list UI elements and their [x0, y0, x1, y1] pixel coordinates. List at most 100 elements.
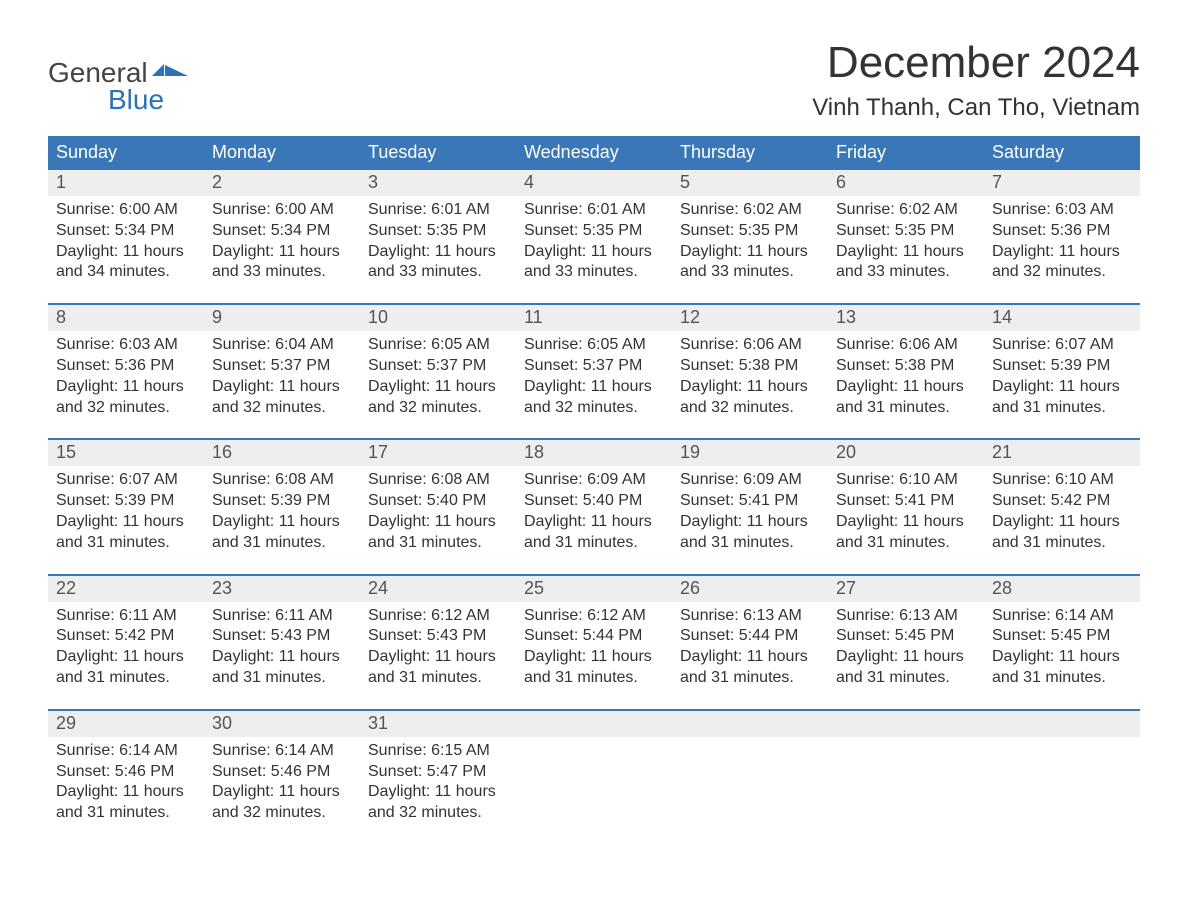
sunrise-text: Sunrise: 6:07 AM: [56, 470, 196, 491]
daylight-text: Daylight: 11 hours and 32 minutes.: [524, 377, 664, 419]
daylight-text: Daylight: 11 hours and 31 minutes.: [836, 512, 976, 554]
day-cell: Sunrise: 6:01 AMSunset: 5:35 PMDaylight:…: [516, 196, 672, 285]
sunset-text: Sunset: 5:46 PM: [56, 762, 196, 783]
daylight-text: Daylight: 11 hours and 31 minutes.: [992, 512, 1132, 554]
sunset-text: Sunset: 5:39 PM: [56, 491, 196, 512]
day-number: 7: [984, 170, 1140, 196]
day-number: 3: [360, 170, 516, 196]
sunset-text: Sunset: 5:45 PM: [992, 626, 1132, 647]
day-number: 24: [360, 576, 516, 602]
day-number: 2: [204, 170, 360, 196]
sunset-text: Sunset: 5:34 PM: [212, 221, 352, 242]
logo-word2: Blue: [48, 85, 164, 114]
daylight-text: Daylight: 11 hours and 31 minutes.: [56, 647, 196, 689]
daylight-text: Daylight: 11 hours and 33 minutes.: [524, 242, 664, 284]
day-cell: Sunrise: 6:14 AMSunset: 5:46 PMDaylight:…: [48, 737, 204, 826]
calendar: SundayMondayTuesdayWednesdayThursdayFrid…: [48, 136, 1140, 826]
week-separator: [48, 691, 1140, 709]
location: Vinh Thanh, Can Tho, Vietnam: [812, 94, 1140, 122]
day-number: 23: [204, 576, 360, 602]
day-cell: Sunrise: 6:11 AMSunset: 5:43 PMDaylight:…: [204, 602, 360, 691]
sunrise-text: Sunrise: 6:11 AM: [56, 606, 196, 627]
day-cell: [516, 737, 672, 826]
sunrise-text: Sunrise: 6:08 AM: [212, 470, 352, 491]
logo-flag-icon: [152, 58, 188, 87]
sunset-text: Sunset: 5:37 PM: [212, 356, 352, 377]
day-header: Thursday: [672, 136, 828, 170]
day-cell: Sunrise: 6:13 AMSunset: 5:45 PMDaylight:…: [828, 602, 984, 691]
day-cell: Sunrise: 6:14 AMSunset: 5:46 PMDaylight:…: [204, 737, 360, 826]
day-cell: Sunrise: 6:06 AMSunset: 5:38 PMDaylight:…: [672, 331, 828, 420]
week-separator: [48, 285, 1140, 303]
day-cell: Sunrise: 6:13 AMSunset: 5:44 PMDaylight:…: [672, 602, 828, 691]
content-row: Sunrise: 6:00 AMSunset: 5:34 PMDaylight:…: [48, 196, 1140, 285]
day-cell: Sunrise: 6:09 AMSunset: 5:41 PMDaylight:…: [672, 466, 828, 555]
week: 22232425262728Sunrise: 6:11 AMSunset: 5:…: [48, 574, 1140, 691]
day-number: 1: [48, 170, 204, 196]
daylight-text: Daylight: 11 hours and 31 minutes.: [992, 647, 1132, 689]
sunrise-text: Sunrise: 6:05 AM: [524, 335, 664, 356]
sunset-text: Sunset: 5:42 PM: [56, 626, 196, 647]
content-row: Sunrise: 6:07 AMSunset: 5:39 PM Daylight:…: [48, 466, 1140, 555]
daylight-text: Daylight: 11 hours and 32 minutes.: [56, 377, 196, 419]
daylight-text: Daylight: 11 hours and 34 minutes.: [56, 242, 196, 284]
week-separator: [48, 556, 1140, 574]
day-number: 9: [204, 305, 360, 331]
sunrise-text: Sunrise: 6:01 AM: [368, 200, 508, 221]
day-number: 8: [48, 305, 204, 331]
page: General Blue December 2024 Vinh Thanh, C…: [0, 0, 1188, 846]
daylight-text: Daylight: 11 hours and 32 minutes.: [212, 782, 352, 824]
week-separator: [48, 420, 1140, 438]
sunrise-text: Sunrise: 6:02 AM: [836, 200, 976, 221]
day-number: 25: [516, 576, 672, 602]
logo: General Blue: [48, 30, 188, 115]
day-header: Sunday: [48, 136, 204, 170]
sunset-text: Sunset: 5:36 PM: [992, 221, 1132, 242]
day-number: 21: [984, 440, 1140, 466]
daylight-text: Daylight: 11 hours and 31 minutes.: [368, 512, 508, 554]
day-header: Friday: [828, 136, 984, 170]
sunset-text: Sunset: 5:35 PM: [368, 221, 508, 242]
daylight-text: Daylight: 11 hours and 31 minutes.: [212, 647, 352, 689]
sunrise-text: Sunrise: 6:03 AM: [56, 335, 196, 356]
daylight-text: Daylight: 11 hours and 31 minutes.: [524, 512, 664, 554]
daylight-text: Daylight: 11 hours and 31 minutes.: [212, 512, 352, 554]
sunrise-text: Sunrise: 6:07 AM: [992, 335, 1132, 356]
daynum-row: 293031: [48, 711, 1140, 737]
sunrise-text: Sunrise: 6:14 AM: [212, 741, 352, 762]
day-number: 20: [828, 440, 984, 466]
sunrise-text: Sunrise: 6:04 AM: [212, 335, 352, 356]
content-row: Sunrise: 6:14 AMSunset: 5:46 PMDaylight:…: [48, 737, 1140, 826]
day-cell: Sunrise: 6:10 AMSunset: 5:41 PMDaylight:…: [828, 466, 984, 555]
sunrise-text: Sunrise: 6:08 AM: [368, 470, 508, 491]
day-number: 30: [204, 711, 360, 737]
content-row: Sunrise: 6:11 AMSunset: 5:42 PMDaylight:…: [48, 602, 1140, 691]
sunset-text: Sunset: 5:44 PM: [524, 626, 664, 647]
sunrise-text: Sunrise: 6:06 AM: [836, 335, 976, 356]
day-cell: Sunrise: 6:10 AMSunset: 5:42 PMDaylight:…: [984, 466, 1140, 555]
day-cell: [828, 737, 984, 826]
day-number: 18: [516, 440, 672, 466]
day-number: 16: [204, 440, 360, 466]
day-cell: Sunrise: 6:00 AMSunset: 5:34 PMDaylight:…: [204, 196, 360, 285]
day-cell: Sunrise: 6:12 AMSunset: 5:44 PMDaylight:…: [516, 602, 672, 691]
day-number: 10: [360, 305, 516, 331]
day-number: 17: [360, 440, 516, 466]
day-number: 27: [828, 576, 984, 602]
daylight-text: Daylight: 11 hours and 31 minutes.: [836, 377, 976, 419]
sunrise-text: Sunrise: 6:10 AM: [836, 470, 976, 491]
sunrise-text: Sunrise: 6:02 AM: [680, 200, 820, 221]
daylight-text: Daylight: 11 hours and 33 minutes.: [212, 242, 352, 284]
daylight-text: Daylight: 11 hours and 31 minutes.: [56, 782, 196, 824]
sunrise-text: Sunrise: 6:12 AM: [368, 606, 508, 627]
sunset-text: Sunset: 5:40 PM: [524, 491, 664, 512]
daylight-text: Daylight: 11 hours and 33 minutes.: [680, 242, 820, 284]
day-header: Tuesday: [360, 136, 516, 170]
day-cell: Sunrise: 6:07 AMSunset: 5:39 PMDaylight:…: [984, 331, 1140, 420]
sunset-text: Sunset: 5:44 PM: [680, 626, 820, 647]
day-number: 29: [48, 711, 204, 737]
sunset-text: Sunset: 5:35 PM: [836, 221, 976, 242]
daylight-text: Daylight: 11 hours and 31 minutes.: [524, 647, 664, 689]
day-number: 6: [828, 170, 984, 196]
week: 15161718192021Sunrise: 6:07 AMSunset: 5:…: [48, 438, 1140, 555]
